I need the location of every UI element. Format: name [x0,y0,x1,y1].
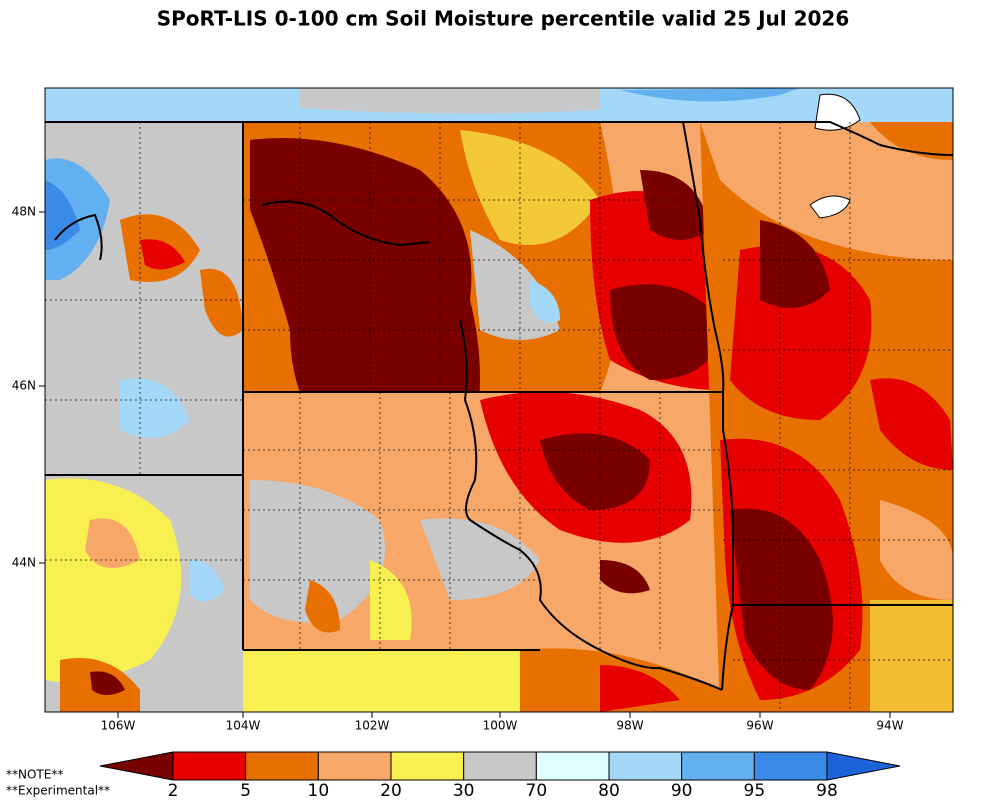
colorbar-segment [245,751,319,781]
colorbar-label: 98 [816,781,838,800]
lon-label: 94W [876,719,903,733]
colorbar-label: 20 [380,781,402,800]
colorbar-end [99,751,174,781]
colorbar-label: 5 [240,781,251,800]
colorbar-label: 90 [671,781,693,800]
colorbar-label: 2 [168,781,179,800]
title: SPoRT-LIS 0-100 cm Soil Moisture percent… [157,7,850,31]
lat-label: 46N [12,379,36,393]
colorbar-segment [753,751,828,781]
map-axes: 48N 46N 44N 106W 104W 102W 100W 98W 96W 94W [12,205,904,733]
colorbar-segment [535,751,610,781]
lon-label: 104W [226,719,261,733]
note: **NOTE** [6,768,63,782]
colorbar-segment [608,751,683,781]
colorbar-label: 10 [308,781,330,800]
note: **Experimental** [6,784,110,798]
lon-label: 100W [483,719,518,733]
colorbar-label: 95 [744,781,766,800]
colorbar-label: 80 [598,781,620,800]
lat-label: 48N [12,205,36,219]
lat-label: 44N [12,556,36,570]
lon-label: 102W [355,719,390,733]
map-frame [44,87,954,713]
lon-label: 98W [616,719,643,733]
lon-label: 106W [101,719,136,733]
lon-label: 96W [746,719,773,733]
colorbar-segment [681,751,755,781]
colorbar-segment [463,751,537,781]
colorbar-segment [317,751,392,781]
colorbar-segment [172,751,247,781]
colorbar-label: 70 [526,781,548,800]
colorbar-label: 30 [453,781,475,800]
map [45,88,953,712]
colorbar: 2 5 10 20 30 70 80 90 95 98 [99,751,901,801]
colorbar-end [826,751,901,781]
colorbar-segment [390,751,465,781]
